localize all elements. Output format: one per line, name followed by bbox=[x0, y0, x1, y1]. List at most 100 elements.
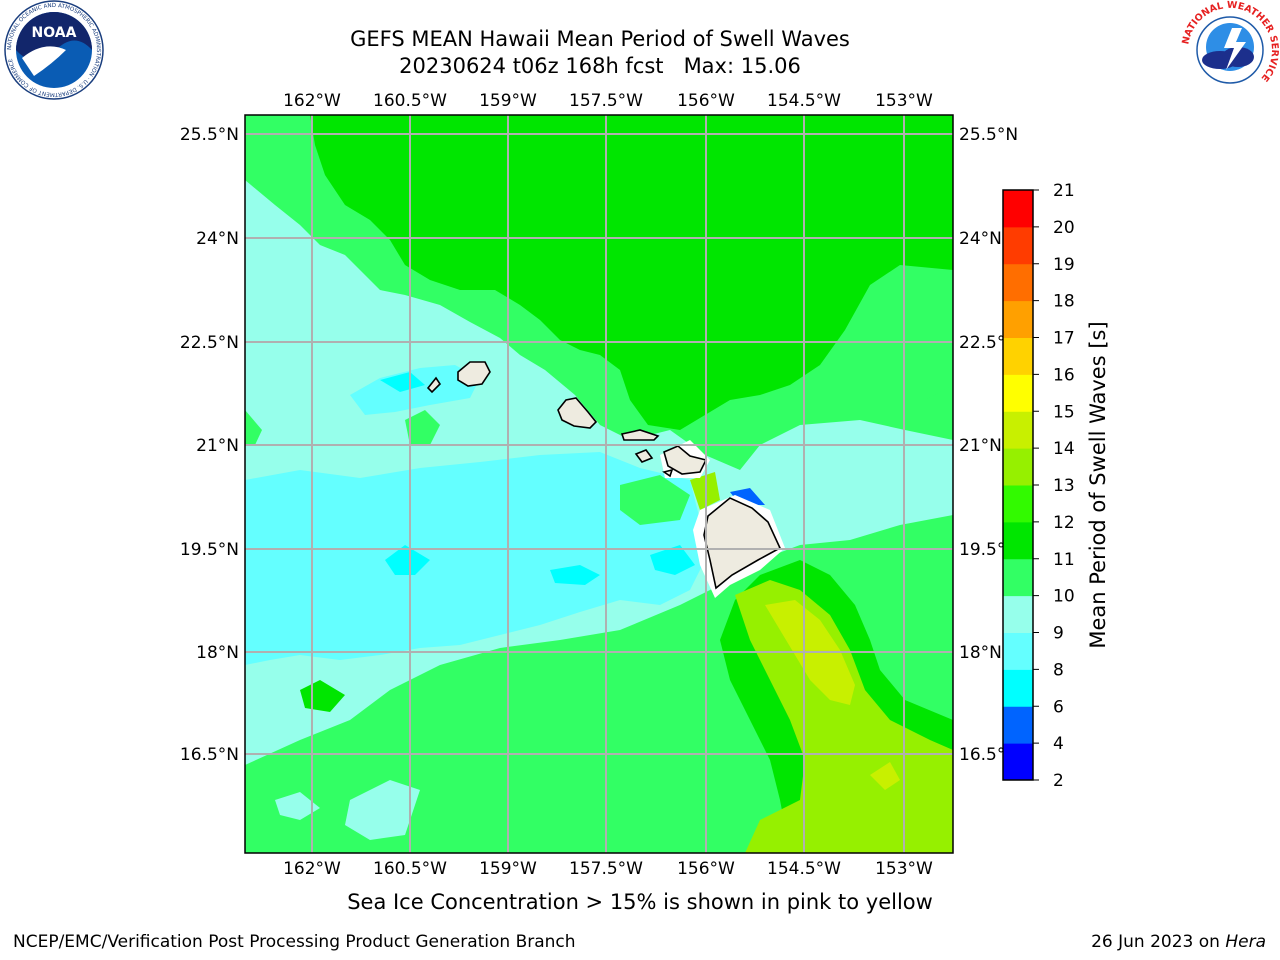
colorbar-tick-label: 14 bbox=[1053, 439, 1075, 459]
colorbar-tick-label: 13 bbox=[1053, 476, 1075, 496]
colorbar-tick-label: 8 bbox=[1053, 660, 1064, 680]
noaa-logo-text: NOAA bbox=[32, 25, 77, 41]
swell-field-6-8 bbox=[550, 565, 600, 585]
swell-field-10-11-spot bbox=[855, 370, 890, 398]
map-frame bbox=[244, 114, 954, 854]
island-oahu bbox=[557, 397, 598, 429]
graticule bbox=[245, 115, 953, 853]
lat-label: 18°N bbox=[196, 643, 239, 663]
swell-field-10-11-spot bbox=[925, 385, 953, 430]
colorbar-segment bbox=[1003, 632, 1033, 670]
colorbar-tick-label: 6 bbox=[1053, 697, 1064, 717]
swell-field-10-11-near bbox=[620, 475, 690, 525]
nws-logo: NATIONAL WEATHER SERVICE bbox=[1180, 0, 1280, 97]
colorbar-segment bbox=[1003, 706, 1033, 744]
lon-label: 159°W bbox=[479, 91, 537, 111]
lat-label: 18°N bbox=[959, 643, 1002, 663]
swell-field-6-8 bbox=[650, 545, 695, 575]
colorbar-segment bbox=[1003, 337, 1033, 375]
lat-label: 21°N bbox=[959, 436, 1002, 456]
colorbar-segment bbox=[1003, 190, 1033, 228]
colorbar-tick-label: 9 bbox=[1053, 624, 1064, 644]
map-plot-area bbox=[245, 115, 953, 853]
lon-label: 160.5°W bbox=[373, 91, 447, 111]
footer-host: Hera bbox=[1225, 932, 1266, 952]
island-hawaii bbox=[703, 497, 782, 590]
swell-field-8-9-west bbox=[350, 365, 480, 415]
colorbar-segment bbox=[1003, 226, 1033, 265]
colorbar-segment bbox=[1003, 448, 1033, 486]
sea-ice-note: Sea Ice Concentration > 15% is shown in … bbox=[347, 890, 933, 914]
lon-label: 156°W bbox=[677, 91, 735, 111]
lat-label: 24°N bbox=[959, 229, 1002, 249]
swell-field-11-12-north bbox=[310, 115, 953, 430]
footer-credit: NCEP/EMC/Verification Post Processing Pr… bbox=[13, 932, 576, 952]
lon-label: 157.5°W bbox=[569, 91, 643, 111]
lat-label: 21°N bbox=[196, 436, 239, 456]
lon-label: 162°W bbox=[283, 859, 341, 879]
lon-label: 159°W bbox=[479, 859, 537, 879]
lat-labels-left: 25.5°N 24°N 22.5°N 21°N 19.5°N 18°N 16.5… bbox=[180, 125, 239, 765]
island-maui bbox=[663, 445, 708, 475]
lon-labels-top: 162°W 160.5°W 159°W 157.5°W 156°W 154.5°… bbox=[283, 91, 933, 111]
lon-label: 154.5°W bbox=[767, 91, 841, 111]
lon-label: 153°W bbox=[875, 91, 933, 111]
swell-field-10-11-spot bbox=[245, 410, 262, 445]
lon-label: 157.5°W bbox=[569, 859, 643, 879]
colorbar-tick-label: 20 bbox=[1053, 218, 1075, 238]
colorbar-label: Mean Period of Swell Waves [s] bbox=[1086, 321, 1110, 648]
lon-labels-bottom: 162°W 160.5°W 159°W 157.5°W 156°W 154.5°… bbox=[283, 859, 933, 879]
swell-field-10-11-spot bbox=[405, 410, 440, 445]
lon-label: 153°W bbox=[875, 859, 933, 879]
colorbar-segment bbox=[1003, 374, 1033, 412]
colorbar-segment bbox=[1003, 558, 1033, 597]
lat-label: 22.5°N bbox=[180, 333, 239, 353]
colorbar: 2 4 6 8 9 10 11 12 13 14 15 16 17 18 19 20 21 bbox=[1002, 181, 1075, 791]
island-kahoolawe bbox=[662, 468, 674, 478]
lat-label: 25.5°N bbox=[180, 125, 239, 145]
footer-date: 26 Jun 2023 on Hera bbox=[1091, 932, 1266, 952]
swell-field-6-8 bbox=[380, 372, 425, 392]
lon-label: 154.5°W bbox=[767, 859, 841, 879]
colorbar-tick-label: 4 bbox=[1053, 734, 1064, 754]
chart-title: GEFS MEAN Hawaii Mean Period of Swell Wa… bbox=[350, 27, 850, 51]
footer-date-text: 26 Jun 2023 on bbox=[1091, 932, 1226, 952]
lat-label: 16.5°N bbox=[180, 745, 239, 765]
colorbar-tick-label: 19 bbox=[1053, 255, 1075, 275]
island-niihau bbox=[426, 376, 442, 394]
swell-field-6-8 bbox=[385, 545, 430, 575]
colorbar-segment bbox=[1003, 263, 1033, 302]
lat-label: 24°N bbox=[196, 229, 239, 249]
lon-label: 162°W bbox=[283, 91, 341, 111]
colorbar-segment bbox=[1003, 485, 1033, 523]
lat-label: 19.5°N bbox=[180, 540, 239, 560]
colorbar-tick-label: 11 bbox=[1053, 550, 1075, 570]
swell-field-12-13 bbox=[735, 580, 953, 853]
colorbar-tick-label: 18 bbox=[1053, 292, 1075, 312]
colorbar-tick-label: 16 bbox=[1053, 365, 1075, 385]
colorbar-tick-label: 12 bbox=[1053, 513, 1075, 533]
colorbar-tick-label: 2 bbox=[1053, 771, 1064, 791]
chart-subtitle: 20230624 t06z 168h fcst Max: 15.06 bbox=[399, 54, 801, 78]
colorbar-tick-label: 21 bbox=[1053, 181, 1075, 201]
colorbar-segment bbox=[1003, 411, 1033, 449]
lon-label: 160.5°W bbox=[373, 859, 447, 879]
colorbar-segment bbox=[1003, 521, 1033, 560]
colorbar-segment bbox=[1003, 595, 1033, 633]
island-molokai bbox=[620, 429, 660, 441]
swell-field-9-10-patch bbox=[345, 780, 420, 840]
noaa-logo: NOAA NATIONAL OCEANIC AND ATMOSPHERIC AD… bbox=[4, 0, 104, 100]
swell-field-8-9 bbox=[245, 452, 705, 665]
island-lanai bbox=[634, 449, 654, 463]
island-kauai bbox=[457, 361, 491, 387]
colorbar-segment bbox=[1003, 669, 1033, 707]
colorbar-tick-label: 15 bbox=[1053, 402, 1075, 422]
colorbar-tick-label: 17 bbox=[1053, 329, 1075, 349]
colorbar-segment bbox=[1003, 743, 1033, 781]
swell-field-9-10-patch bbox=[275, 792, 320, 820]
lat-label: 25.5°N bbox=[959, 125, 1018, 145]
colorbar-tick-label: 10 bbox=[1053, 587, 1075, 607]
colorbar-segment bbox=[1003, 300, 1033, 338]
lon-label: 156°W bbox=[677, 859, 735, 879]
